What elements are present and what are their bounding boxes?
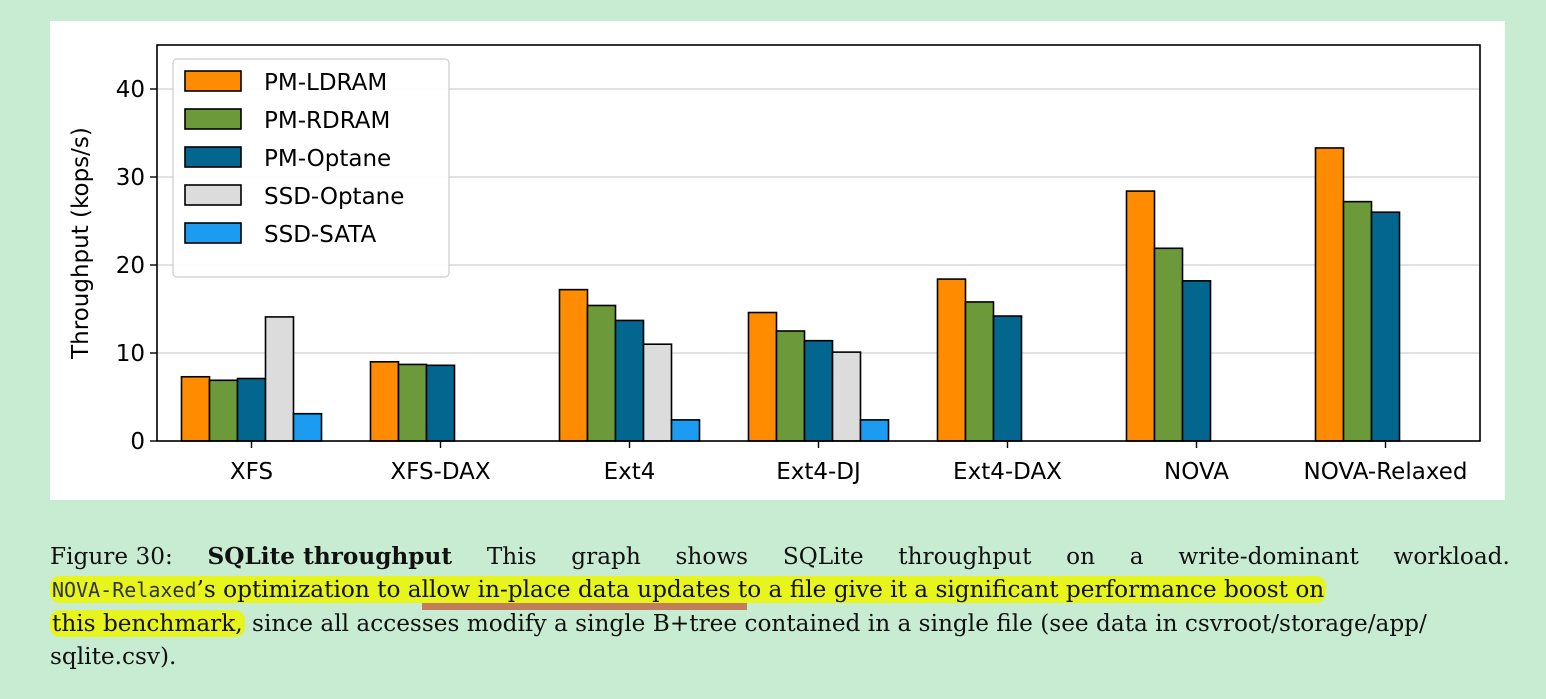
bar-pm-optane-ext4-dax xyxy=(992,315,1023,442)
y-tick-label: 40 xyxy=(116,77,145,103)
x-ticks: XFS XFS-DAX Ext4 Ext4-DJ Ext4-DAX NOVA NOVA-Re… xyxy=(230,441,1468,485)
code-name: NOVA-Relaxed xyxy=(52,578,197,602)
bar-chart: 0 10 20 30 40 XFS XFS-DAX Ext4 Ext4-DJ Ext4-DAX N… xyxy=(68,44,1481,485)
y-axis-label: Throughput (kops/s) xyxy=(68,127,94,360)
legend-swatch xyxy=(184,146,242,168)
bar-ssd-sata-ext4 xyxy=(670,419,701,442)
legend-label: PM-Optane xyxy=(264,146,391,172)
bar-pm-ldram-ext4-dax xyxy=(936,278,967,442)
caption-word: a xyxy=(1129,543,1144,570)
bar-ssd-sata-xfs xyxy=(292,412,323,442)
bar-pm-rdram-xfs xyxy=(208,379,239,442)
legend-label: PM-LDRAM xyxy=(264,70,387,96)
x-tick-label: XFS xyxy=(230,459,273,485)
x-tick-label: Ext4-DJ xyxy=(776,459,861,485)
legend-items: PM-LDRAM PM-RDRAM PM-Optane SSD-Optane SSD-S… xyxy=(184,70,404,248)
bar-ssd-optane-xfs xyxy=(264,316,295,442)
legend-swatch xyxy=(184,184,242,206)
caption-text: sqlite.csv). xyxy=(50,643,177,670)
bar-pm-optane-xfs xyxy=(236,377,267,442)
caption-word: on xyxy=(1066,543,1096,570)
legend-label: SSD-Optane xyxy=(264,184,404,210)
bar-pm-rdram-ext4 xyxy=(586,304,617,442)
y-tick-label: 20 xyxy=(116,253,145,279)
legend: PM-LDRAM PM-RDRAM PM-Optane SSD-Optane SSD-S… xyxy=(172,58,450,278)
bar-pm-ldram-nova xyxy=(1125,190,1156,442)
caption-word: SQLite xyxy=(782,543,864,570)
legend-swatch xyxy=(184,108,242,130)
x-tick-label: Ext4 xyxy=(604,459,656,485)
x-tick-label: NOVA-Relaxed xyxy=(1304,459,1468,485)
bar-pm-rdram-ext4-dax xyxy=(964,301,995,442)
plot-panel: 0 10 20 30 40 XFS XFS-DAX Ext4 Ext4-DJ Ext4-DAX N… xyxy=(50,21,1505,500)
y-tick-label: 10 xyxy=(116,341,145,367)
caption-line-4: sqlite.csv). xyxy=(50,640,1510,673)
legend-swatch xyxy=(184,70,242,92)
figure-caption: Figure 30: SQLite throughput This graph … xyxy=(50,540,1510,673)
caption-text: since all accesses modify a single B+tre… xyxy=(244,610,1427,637)
bar-pm-ldram-xfs xyxy=(180,375,211,442)
caption-word: write-dominant xyxy=(1178,543,1359,570)
y-tick-label: 0 xyxy=(130,429,145,455)
figure-label: Figure 30: xyxy=(50,543,173,570)
legend-label: PM-RDRAM xyxy=(264,108,390,134)
caption-word: throughput xyxy=(898,543,1032,570)
x-tick-label: XFS-DAX xyxy=(390,459,491,485)
legend-label: SSD-SATA xyxy=(264,222,376,248)
bar-pm-rdram-nova-relaxed xyxy=(1342,200,1373,442)
bar-pm-rdram-nova xyxy=(1153,247,1184,442)
bar-pm-optane-nova-relaxed xyxy=(1370,211,1401,442)
legend-swatch xyxy=(184,222,242,244)
bar-pm-rdram-ext4-dj xyxy=(775,330,806,442)
y-ticks: 0 10 20 30 40 xyxy=(116,77,157,455)
bar-pm-optane-ext4-dj xyxy=(803,339,834,442)
caption-word: graph xyxy=(571,543,641,570)
bar-ssd-optane-ext4 xyxy=(642,343,673,442)
caption-title: SQLite throughput xyxy=(207,543,453,570)
caption-text: ’s optimization to a xyxy=(196,576,422,603)
bar-pm-optane-nova xyxy=(1181,280,1212,442)
underlined-text: llow in-place data updates t xyxy=(421,576,748,610)
bar-pm-ldram-ext4-dj xyxy=(747,311,778,442)
legend-frame xyxy=(172,58,450,278)
bar-pm-optane-ext4 xyxy=(614,319,645,442)
caption-word: This xyxy=(486,543,537,570)
bar-pm-ldram-xfs-dax xyxy=(369,360,400,442)
bar-pm-ldram-nova-relaxed xyxy=(1314,147,1345,442)
caption-line-3: this benchmark, since all accesses modif… xyxy=(50,607,1510,640)
bar-pm-optane-xfs-dax xyxy=(425,364,456,442)
x-tick-label: NOVA xyxy=(1164,459,1229,485)
bar-ssd-optane-ext4-dj xyxy=(831,351,862,442)
caption-word: workload. xyxy=(1393,543,1510,570)
highlighted-text: NOVA-Relaxed’s optimization to allow in-… xyxy=(50,576,1327,610)
x-tick-label: Ext4-DAX xyxy=(953,459,1062,485)
y-tick-label: 30 xyxy=(116,165,145,191)
caption-text: o a file give it a significant performan… xyxy=(747,576,1325,603)
bar-ssd-sata-ext4-dj xyxy=(859,419,890,442)
caption-line-1: Figure 30: SQLite throughput This graph … xyxy=(50,540,1510,573)
bar-pm-ldram-ext4 xyxy=(558,288,589,442)
bar-pm-rdram-xfs-dax xyxy=(397,363,428,442)
highlighted-text: this benchmark, xyxy=(50,610,245,637)
caption-line-2: NOVA-Relaxed’s optimization to allow in-… xyxy=(50,573,1510,610)
caption-word: shows xyxy=(675,543,749,570)
